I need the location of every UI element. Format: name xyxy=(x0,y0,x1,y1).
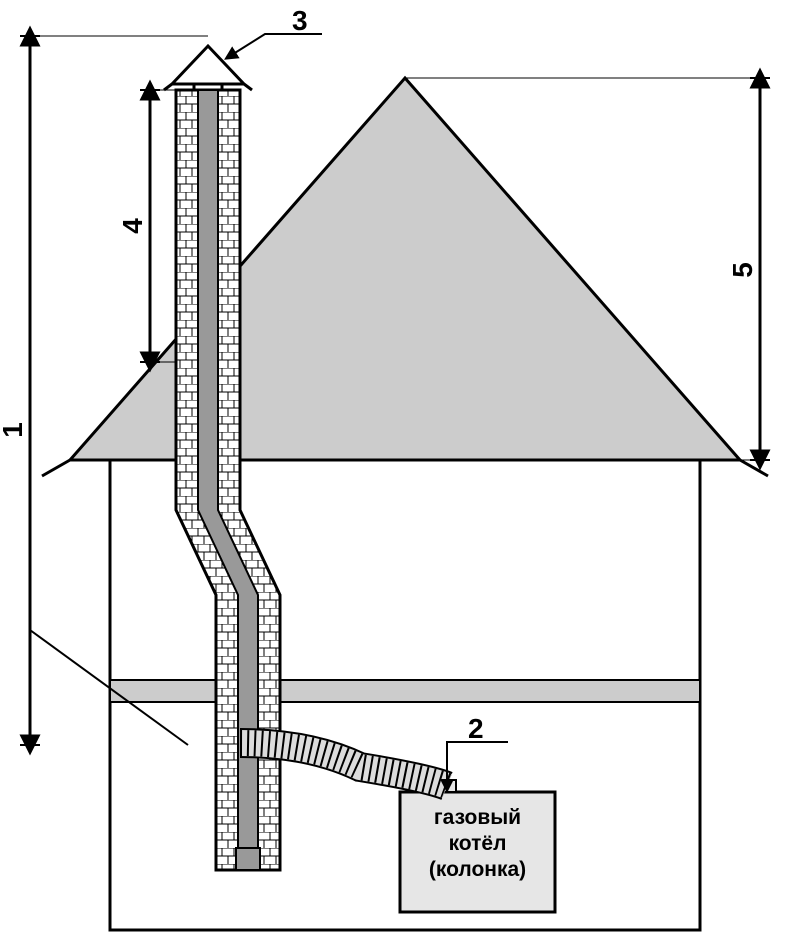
chimney-cleanout xyxy=(236,848,260,870)
boiler-label: газовый xyxy=(434,806,521,829)
boiler-label: котёл xyxy=(449,832,507,855)
roof xyxy=(70,78,740,460)
eave-left xyxy=(42,460,70,476)
boiler-label: (колонка) xyxy=(429,858,526,881)
callout-2: 2 xyxy=(468,713,484,744)
callout-3: 3 xyxy=(292,5,308,36)
dim-1-label: 1 xyxy=(0,422,28,438)
chimney-cap xyxy=(164,46,252,90)
dim-4-label: 4 xyxy=(117,218,148,234)
floor-slab xyxy=(110,680,700,702)
leader-3 xyxy=(230,34,322,56)
eave-right xyxy=(740,460,768,476)
dim-5-label: 5 xyxy=(727,262,758,278)
